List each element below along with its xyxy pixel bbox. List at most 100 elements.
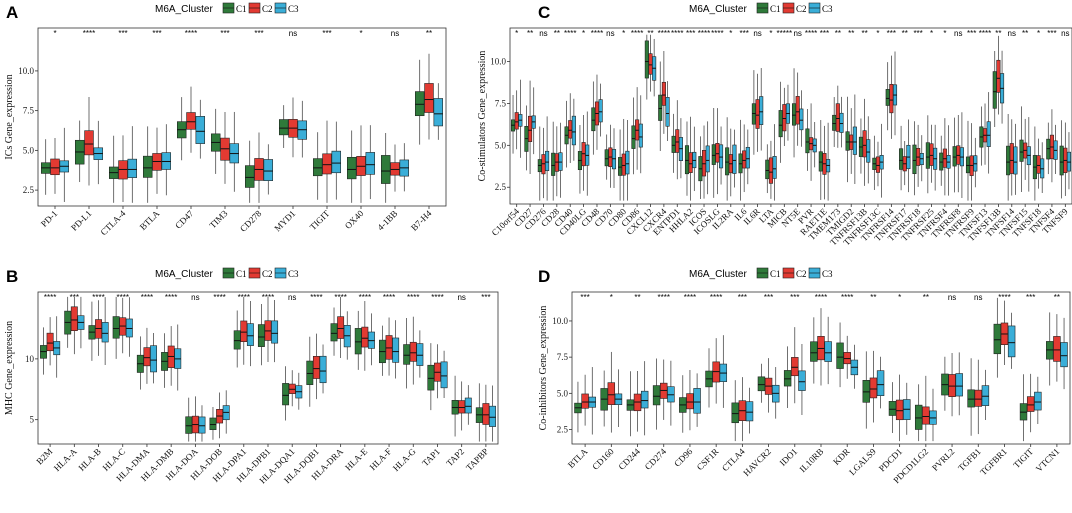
significance-label: ***	[790, 293, 799, 302]
y-tick-label: 5.0	[557, 388, 569, 398]
significance-label: ****	[979, 29, 991, 38]
box-C3	[866, 139, 871, 163]
legend: M6A_Cluster C1 C2 C3	[155, 267, 299, 280]
box-C2	[869, 377, 878, 399]
box-C1	[993, 323, 1002, 355]
plot-frame	[37, 27, 447, 207]
x-tick-label: 4-1BB	[375, 208, 399, 232]
legend-label-C2: C2	[262, 4, 273, 14]
y-axis-label: MHC Gene_expression	[4, 321, 15, 415]
significance-label: ****	[83, 29, 95, 38]
box-C2	[742, 150, 747, 169]
box-C2	[424, 83, 434, 113]
y-tick-label: 2.5	[495, 182, 507, 192]
panel-B: B M6A_Cluster C1 C2 C3 5 10 MHC Gene_expression…	[4, 267, 499, 486]
box-C1	[783, 370, 792, 387]
significance-label: ns	[288, 293, 296, 302]
y-tick-label: 5	[30, 415, 35, 425]
x-tick-label: BTLA	[138, 208, 162, 232]
box-C1	[888, 401, 897, 416]
legend-label-C1: C1	[236, 4, 247, 14]
y-axis-label: ICs Gene_expression	[4, 74, 15, 159]
box-C3	[319, 355, 327, 384]
box-C1	[832, 114, 837, 131]
box-C2	[755, 99, 760, 129]
x-tick-label: HAVCR2	[741, 446, 773, 478]
box-C2	[791, 357, 799, 377]
y-tick-label: 7.5	[557, 352, 569, 362]
significance-label: ***	[152, 29, 161, 38]
x-tick-label: OX40	[343, 208, 366, 231]
box-C1	[885, 89, 890, 106]
significance-label: **	[848, 29, 854, 38]
box-C2	[312, 356, 320, 379]
significance-label: ***	[967, 29, 976, 38]
significance-label: ***	[738, 293, 747, 302]
box-C3	[416, 343, 424, 366]
box-C2	[240, 320, 248, 342]
significance-label: ***	[1047, 29, 1056, 38]
significance-label: **	[527, 29, 533, 38]
box-C1	[257, 324, 265, 347]
box-C2	[621, 153, 626, 176]
significance-label: **	[647, 29, 653, 38]
legend-label-C3: C3	[822, 4, 833, 14]
box-C2	[50, 158, 60, 176]
box-C3	[799, 108, 804, 131]
x-tick-label: BTLA	[566, 446, 590, 470]
box-C2	[84, 130, 94, 156]
x-tick-label: CSF1R	[695, 446, 721, 472]
significance-label: ****	[658, 293, 670, 302]
category-BTLA: *** BTLA	[138, 29, 172, 232]
box-C1	[765, 159, 770, 180]
x-tick-label: KDR	[831, 446, 852, 467]
box-C1	[791, 103, 797, 126]
panel-letter: C	[538, 3, 550, 22]
significance-label: ns	[753, 29, 761, 38]
significance-label: *	[582, 29, 585, 38]
box-C3	[732, 144, 737, 174]
box-C2	[46, 332, 54, 352]
significance-label: **	[835, 29, 841, 38]
box-C2	[889, 84, 894, 114]
box-C1	[757, 376, 766, 392]
box-C1	[209, 417, 217, 431]
box-C1	[380, 155, 391, 184]
box-C3	[331, 150, 342, 174]
significance-label: ***	[481, 293, 490, 302]
box-C1	[278, 119, 289, 136]
box-C3	[433, 98, 444, 127]
box-C1	[306, 360, 314, 385]
x-tick-label: HLA-B	[76, 446, 103, 473]
box-C1	[967, 389, 975, 408]
box-C1	[142, 155, 153, 178]
box-C1	[551, 152, 556, 176]
box-C1	[914, 404, 923, 430]
significance-label: ****	[213, 293, 225, 302]
box-C1	[414, 91, 425, 117]
box-C2	[835, 103, 840, 132]
box-C1	[631, 125, 636, 149]
box-C1	[912, 144, 917, 175]
panel-letter: B	[6, 267, 18, 286]
y-tick-label: 2.5	[557, 425, 569, 435]
significance-label: ns	[793, 29, 801, 38]
box-C3	[745, 401, 754, 422]
box-C1	[403, 344, 411, 365]
box-C1	[925, 142, 930, 169]
significance-label: ns	[539, 29, 547, 38]
box-C1	[330, 323, 338, 342]
box-C3	[545, 150, 550, 172]
box-C1	[1059, 145, 1064, 176]
box-C1	[233, 330, 241, 350]
significance-label: **	[554, 29, 560, 38]
box-C3	[798, 370, 806, 391]
x-tick-label: HLA-F	[368, 446, 394, 472]
panel-letter: D	[538, 267, 550, 286]
significance-label: ***	[913, 29, 922, 38]
x-tick-label: IDO1	[778, 446, 800, 468]
box-C3	[1007, 325, 1016, 358]
box-C3	[1013, 146, 1018, 175]
box-C3	[745, 146, 750, 169]
